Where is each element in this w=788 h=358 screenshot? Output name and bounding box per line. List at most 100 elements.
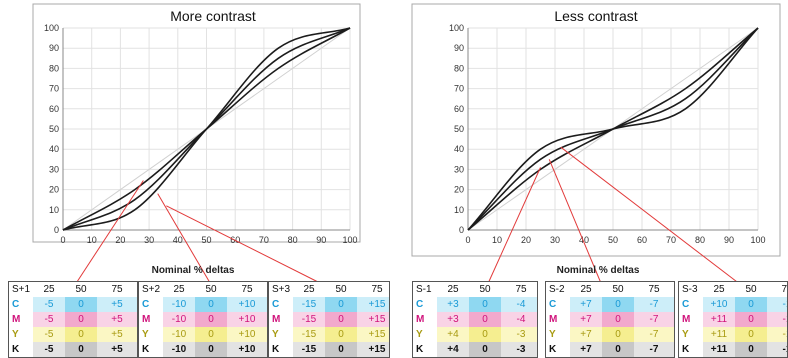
ink-row-m: M -10 0 +10 — [139, 312, 267, 327]
delta-table-grid: S+2 25 50 75 C -10 0 +10 M -10 0 +10 Y -10 0 +10 K -10 0 +1… — [139, 282, 267, 357]
x-tick-label: 100 — [342, 235, 357, 245]
column-header: 50 — [335, 284, 347, 295]
group-label: Nominal % deltas — [556, 265, 640, 276]
ink-label: K — [142, 344, 150, 355]
y-tick-label: 30 — [49, 164, 59, 174]
ink-label: Y — [12, 329, 19, 340]
ink-label: C — [682, 299, 690, 310]
table-header-row: S-3 25 50 75 — [679, 282, 787, 297]
ink-label: Y — [416, 329, 423, 340]
delta-value: +15 — [357, 342, 389, 357]
group-label: Nominal % deltas — [151, 265, 235, 276]
table-name: S+3 — [272, 284, 291, 295]
ink-label: K — [12, 344, 20, 355]
x-tick-label: 50 — [201, 235, 211, 245]
delta-value: +10 — [703, 297, 735, 312]
ink-row-y: Y +4 0 -3 — [413, 327, 537, 342]
table-header-row: S+2 25 50 75 — [139, 282, 267, 297]
delta-value: 0 — [325, 327, 357, 342]
column-header: 50 — [612, 284, 624, 295]
delta-value: 0 — [195, 297, 227, 312]
ink-row-k: K +4 0 -3 — [413, 342, 537, 357]
table-header-row: S-2 25 50 75 — [546, 282, 674, 297]
table-name: S+1 — [12, 284, 31, 295]
table-header-row: S-1 25 50 75 — [413, 282, 537, 297]
column-header: 25 — [580, 284, 592, 295]
delta-value: -3 — [501, 327, 537, 342]
delta-value: -10 — [163, 297, 195, 312]
y-tick-label: 10 — [49, 205, 59, 215]
delta-value: +15 — [357, 297, 389, 312]
delta-value: -4 — [501, 297, 537, 312]
delta-value: 0 — [602, 312, 634, 327]
ink-label: Y — [682, 329, 689, 340]
ink-row-y: Y -10 0 +10 — [139, 327, 267, 342]
delta-value: -15 — [293, 342, 325, 357]
y-tick-label: 10 — [454, 205, 464, 215]
column-header: 50 — [479, 284, 491, 295]
x-tick-label: 0 — [60, 235, 65, 245]
table-name: S-1 — [416, 284, 432, 295]
delta-value: +7 — [570, 312, 602, 327]
chart-frame — [32, 3, 361, 243]
pointer-line-2 — [157, 193, 214, 289]
column-header: 75 — [111, 284, 123, 295]
ink-label: C — [12, 299, 20, 310]
delta-value: -3 — [501, 342, 537, 357]
ink-row-c: C -10 0 +10 — [139, 297, 267, 312]
table-name: S+2 — [142, 284, 161, 295]
delta-value: 0 — [325, 342, 357, 357]
ink-label: C — [549, 299, 557, 310]
delta-value: -10 — [163, 342, 195, 357]
x-tick-label: 100 — [750, 235, 765, 245]
x-tick-label: 0 — [465, 235, 470, 245]
delta-value: 0 — [735, 312, 767, 327]
ink-row-k: K -15 0 +15 — [269, 342, 389, 357]
chart-frame — [411, 3, 781, 257]
delta-table: S+2 25 50 75 C -10 0 +10 M -10 0 +10 Y -10 0 +10 K -10 0 +1… — [138, 281, 268, 358]
y-tick-label: 50 — [49, 124, 59, 134]
delta-table: S-2 25 50 75 C +7 0 -7 M +7 0 -7 Y +7 0 -7 K +7 0 -7 — [545, 281, 675, 358]
delta-value: +10 — [227, 312, 267, 327]
ink-row-y: Y +110-1 — [679, 327, 787, 342]
column-header: 25 — [43, 284, 55, 295]
delta-value: +4 — [437, 327, 469, 342]
ink-row-c: C +100-1 — [679, 297, 787, 312]
delta-value: +7 — [570, 342, 602, 357]
delta-value: 0 — [325, 312, 357, 327]
y-tick-label: 80 — [49, 63, 59, 73]
column-header: 50 — [745, 284, 757, 295]
delta-value: -1 — [767, 342, 787, 357]
delta-value: -5 — [33, 312, 65, 327]
ink-row-m: M -15 0 +15 — [269, 312, 389, 327]
delta-value: 0 — [602, 297, 634, 312]
ink-label: C — [416, 299, 424, 310]
table-header-row: S+1 25 50 75 — [9, 282, 137, 297]
delta-table-grid: S-1 25 50 75 C +3 0 -4 M +3 0 -4 Y +4 0 -3 K +4 0 -3 — [413, 282, 537, 357]
delta-value: 0 — [469, 297, 501, 312]
delta-table: S-1 25 50 75 C +3 0 -4 M +3 0 -4 Y +4 0 -3 K +4 0 -3 — [412, 281, 538, 358]
ink-label: C — [142, 299, 150, 310]
ink-row-c: C +3 0 -4 — [413, 297, 537, 312]
ink-row-y: Y -15 0 +15 — [269, 327, 389, 342]
delta-value: 0 — [65, 312, 97, 327]
delta-value: -1 — [767, 327, 787, 342]
y-tick-label: 0 — [459, 225, 464, 235]
x-tick-label: 20 — [521, 235, 531, 245]
column-header: 25 — [173, 284, 185, 295]
y-tick-label: 90 — [49, 43, 59, 53]
delta-value: -5 — [33, 297, 65, 312]
pointer-line-3 — [166, 205, 331, 289]
delta-value: 0 — [735, 342, 767, 357]
x-tick-label: 40 — [173, 235, 183, 245]
ink-row-m: M +7 0 -7 — [546, 312, 674, 327]
delta-value: 0 — [195, 312, 227, 327]
x-tick-label: 50 — [608, 235, 618, 245]
delta-value: +11 — [703, 342, 735, 357]
delta-value: -7 — [634, 297, 674, 312]
x-tick-label: 10 — [492, 235, 502, 245]
ink-row-y: Y +7 0 -7 — [546, 327, 674, 342]
ink-row-y: Y -5 0 +5 — [9, 327, 137, 342]
